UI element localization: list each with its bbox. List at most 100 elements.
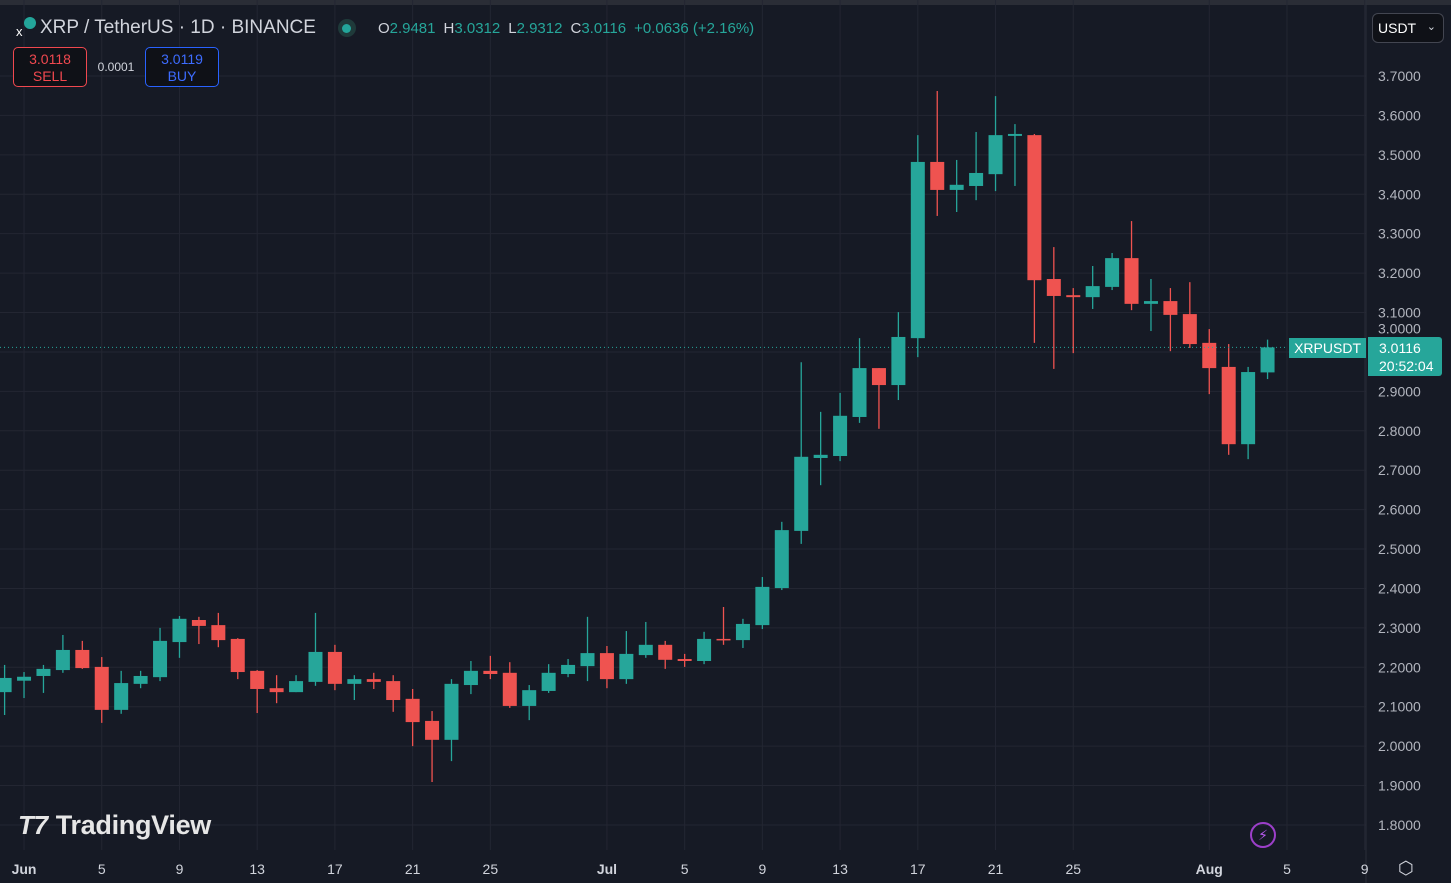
time-tick-label: 17 (910, 861, 926, 877)
time-tick-label: 9 (176, 861, 184, 877)
candle[interactable] (988, 96, 1003, 192)
sell-button[interactable]: 3.0118 SELL (13, 47, 87, 87)
candles (0, 90, 1275, 783)
candle[interactable] (289, 675, 304, 693)
candle-body (1260, 347, 1275, 373)
candle[interactable] (813, 411, 828, 486)
candle-body (755, 586, 770, 626)
price-tick-label: 3.3000 (1378, 226, 1421, 242)
candle[interactable] (1085, 266, 1100, 309)
symbol-title[interactable]: XRP / TetherUS · 1D · BINANCE (40, 17, 316, 38)
candle[interactable] (230, 638, 245, 680)
candle[interactable] (677, 653, 692, 667)
candle[interactable] (1007, 124, 1022, 186)
candle[interactable] (930, 90, 945, 216)
candle[interactable] (949, 159, 964, 212)
candle[interactable] (327, 644, 342, 691)
time-tick-label: 25 (1065, 861, 1081, 877)
tradingview-logo[interactable]: T7 TradingView (18, 810, 211, 841)
candle[interactable] (153, 627, 168, 682)
candle[interactable] (638, 621, 653, 658)
candle[interactable] (483, 655, 498, 680)
candle[interactable] (250, 670, 265, 714)
candle[interactable] (1241, 366, 1256, 460)
candle[interactable] (386, 675, 401, 712)
time-tick-label: Jun (12, 861, 37, 877)
candle-body (988, 135, 1003, 175)
candle[interactable] (852, 338, 867, 423)
candle[interactable] (1105, 252, 1120, 291)
candle[interactable] (658, 640, 673, 669)
candle[interactable] (0, 664, 12, 715)
candle[interactable] (269, 675, 284, 704)
candle[interactable] (871, 368, 886, 429)
candle[interactable] (1182, 282, 1197, 348)
candle[interactable] (580, 616, 595, 682)
lightning-icon[interactable]: ⚡︎ (1250, 822, 1276, 848)
candle[interactable] (1027, 133, 1042, 343)
candle[interactable] (502, 662, 517, 708)
candle[interactable] (833, 392, 848, 462)
candle[interactable] (599, 646, 614, 689)
candle[interactable] (444, 679, 459, 762)
candle[interactable] (1221, 344, 1236, 455)
candle[interactable] (36, 664, 51, 693)
candle[interactable] (716, 606, 731, 645)
candle[interactable] (561, 659, 576, 678)
price-tick-label: 1.9000 (1378, 778, 1421, 794)
candle[interactable] (191, 616, 206, 645)
candle[interactable] (891, 312, 906, 401)
close-value: 3.0116 (581, 19, 627, 37)
candle[interactable] (1066, 288, 1081, 354)
candle[interactable] (75, 640, 90, 669)
candle[interactable] (774, 521, 789, 591)
price-tick-label: 2.1000 (1378, 699, 1421, 715)
candle[interactable] (405, 688, 420, 747)
candle[interactable] (1046, 247, 1061, 369)
candle[interactable] (1163, 288, 1178, 352)
candle[interactable] (1124, 221, 1139, 311)
time-tick-label: 21 (405, 861, 421, 877)
candle-body (1027, 135, 1042, 281)
candle[interactable] (347, 675, 362, 701)
candle[interactable] (308, 612, 323, 686)
trade-panel: 3.0118 SELL 0.0001 3.0119 BUY (13, 47, 219, 87)
candle-body (1182, 314, 1197, 345)
candle[interactable] (541, 664, 556, 693)
candle[interactable] (969, 131, 984, 201)
candle-body (502, 672, 517, 706)
candle[interactable] (55, 634, 70, 673)
candle[interactable] (1143, 279, 1158, 332)
gear-icon[interactable]: ⬡ (1398, 858, 1414, 878)
candle[interactable] (133, 670, 148, 689)
candle[interactable] (366, 672, 381, 689)
candle[interactable] (463, 660, 478, 695)
candle[interactable] (211, 612, 226, 648)
open-label: O (377, 19, 390, 37)
time-tick-label: Jul (597, 861, 617, 877)
candle[interactable] (619, 631, 634, 684)
candle[interactable] (522, 685, 537, 721)
time-axis: Jun 5 9 13 17 21 25 Jul 5 9 13 17 21 25 Aug 5 9 (12, 861, 1369, 877)
candle[interactable] (1260, 339, 1275, 380)
candle[interactable] (910, 135, 925, 358)
currency-select[interactable]: USDT ⌄ (1372, 13, 1444, 43)
candle[interactable] (94, 657, 109, 723)
buy-button[interactable]: 3.0119 BUY (145, 47, 219, 87)
price-tick-label: 1.8000 (1378, 817, 1421, 833)
candle[interactable] (1202, 329, 1217, 395)
candle[interactable] (172, 616, 187, 658)
candle-body (405, 698, 420, 723)
low-label: L (508, 19, 517, 37)
candle[interactable] (425, 711, 440, 783)
candle[interactable] (697, 631, 712, 665)
candle[interactable] (17, 672, 32, 699)
candle[interactable] (114, 670, 129, 714)
candle[interactable] (755, 577, 770, 630)
market-status-icon[interactable] (337, 19, 356, 37)
time-tick-label: 9 (1361, 861, 1369, 877)
candle[interactable] (735, 618, 750, 648)
candle-body (36, 668, 51, 676)
candle[interactable] (794, 362, 809, 544)
